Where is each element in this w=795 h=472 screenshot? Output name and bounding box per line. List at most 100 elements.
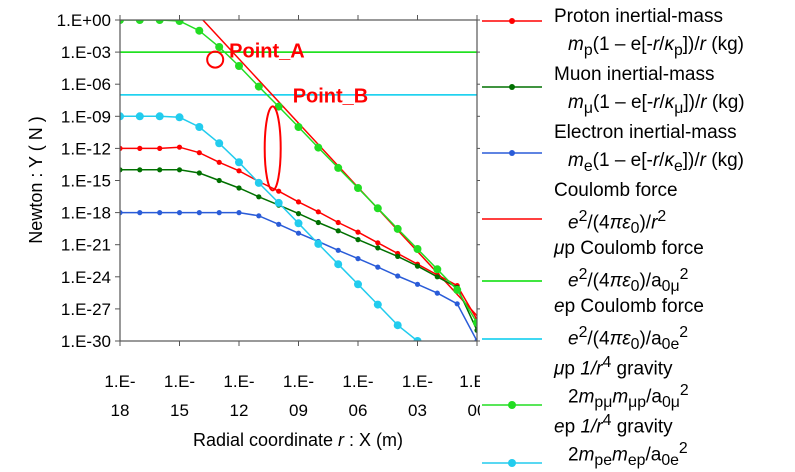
series-point [354,280,362,289]
legend-item-electron: Electron inertial-mass me(1 – e[-r/κe])/… [482,122,794,180]
y-tick-label: 1.E-21 [61,236,111,255]
series-point [474,338,477,341]
series-point [235,62,243,70]
legend-formula: 2mpμmμp/a0μ2 [568,382,689,412]
x-tick-label: 1.E- [104,372,135,391]
legend-label: Muon inertial-mass [554,64,715,85]
x-tick-label: 06 [349,401,368,420]
legend-formula: mp(1 – e[-r/κp])/r (kg) [568,34,744,59]
series-point [315,219,321,226]
y-tick-label: 1.E+00 [57,11,111,30]
y-tick-label: 1.E-24 [61,268,111,287]
series-point [137,167,143,173]
x-tick-label: 15 [170,401,189,420]
series-point [314,239,323,248]
series-point [254,82,263,91]
legend-item-ep-coulomb: ep Coulomb force e2/(4πε0)/a0e2 [482,296,794,354]
series-point [414,281,421,287]
series-point [215,139,224,148]
series-point [355,256,361,262]
series-point [157,145,163,151]
series-point [176,210,183,216]
series-point [176,144,183,150]
x-tick-label: 12 [230,401,249,420]
y-axis-label: Newton : Y ( N ) [26,116,46,243]
legend-item-ep-gravity: ep 1/r4 gravity 2mpemep/a0e2 [482,412,794,470]
series-point [157,167,163,173]
series-point [120,112,124,121]
series-point [295,199,302,205]
legend-item-mup-coulomb: μp Coulomb force e2/(4πε0)/a0μ2 [482,238,794,296]
x-tick-label: 1.E+ [459,372,480,391]
legend-formula: me(1 – e[-r/κe])/r (kg) [568,150,744,175]
series-point [216,210,222,216]
series-point [236,168,242,174]
series-point [373,204,382,213]
legend: Proton inertial-mass mp(1 – e[-r/κp])/r … [482,6,794,470]
series-point [195,123,204,131]
series-point [135,112,144,121]
series-point [373,300,382,309]
legend-symbol-green-dot [482,84,542,90]
series-point [196,210,202,216]
series-point [393,321,402,330]
series-point [294,123,303,131]
legend-label: Coulomb force [554,180,678,201]
y-tick-label: 1.E-12 [61,139,111,158]
legend-item-coulomb: Coulomb force e2/(4πε0)/r2 [482,180,794,238]
series-point [216,177,222,184]
series-point [433,265,442,274]
series-point [235,158,243,167]
series-point [354,184,362,192]
series-point [375,264,381,270]
series-point [434,274,440,280]
legend-symbol-red-dot [482,18,542,24]
series-point [155,20,164,24]
series-point [453,285,462,294]
y-tick-label: 1.E-27 [61,300,111,319]
series-point [120,20,124,24]
series-point [135,20,144,24]
legend-label: μp Coulomb force [554,238,704,259]
series-point [295,211,302,217]
series-point [414,263,421,269]
legend-symbol-cyan-line [482,338,542,340]
series-point [434,290,440,296]
series-point [196,170,202,176]
series-point [120,167,123,173]
y-tick-label: 1.E-06 [61,75,111,94]
series-point [335,219,341,226]
series-point [175,20,184,25]
x-tick-label: 1.E- [342,372,373,391]
series-point [196,150,202,156]
series-point [314,143,323,152]
series-point [155,112,164,121]
legend-item-proton: Proton inertial-mass mp(1 – e[-r/κp])/r … [482,6,794,64]
legend-symbol-blue-dot [482,150,542,156]
legend-label: Electron inertial-mass [554,122,737,143]
series-point [236,210,242,216]
point-a-label: Point_A [229,41,305,63]
series-line [120,115,418,341]
point-a-marker [206,50,225,69]
series-point [355,229,361,235]
series-point [335,228,341,234]
series-point [334,260,343,269]
y-tick-label: 1.E-30 [61,332,111,351]
legend-symbol-cyan-dot [482,459,542,467]
legend-formula: e2/(4πε0)/a0e2 [568,324,689,354]
x-tick-label: 1.E- [283,372,314,391]
series-point [395,273,401,279]
legend-symbol-lime-dot [482,401,542,409]
series-point [256,194,262,200]
legend-label: ep Coulomb force [554,296,704,317]
legend-symbol-lime-line [482,280,542,282]
series-point [375,245,381,251]
x-tick-label: 00 [468,401,480,420]
legend-label: ep 1/r4 gravity [554,412,673,438]
series-point [393,224,402,233]
series-point [413,245,422,253]
series-point [195,26,204,35]
y-tick-label: 1.E-18 [61,204,111,223]
x-axis-label: Radial coordinate r : X (m) [193,430,403,450]
